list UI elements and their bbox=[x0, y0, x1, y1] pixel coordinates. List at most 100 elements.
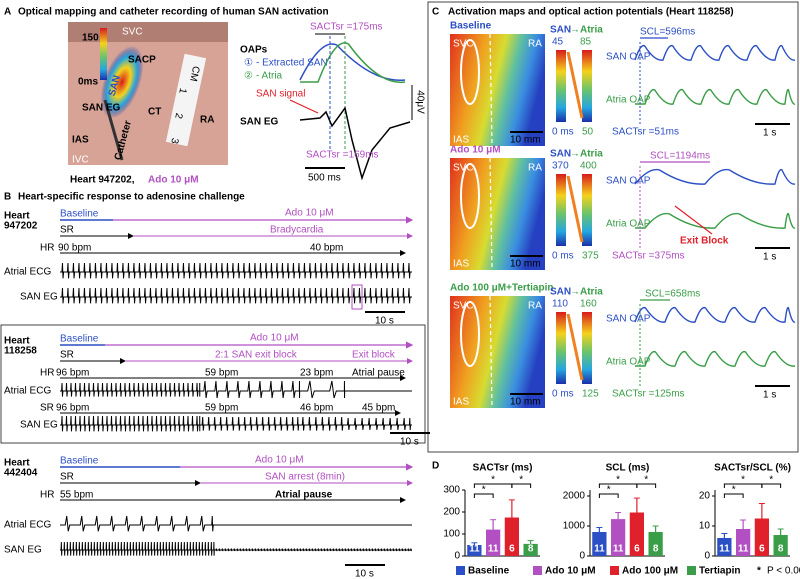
arrow-line bbox=[674, 205, 713, 235]
label: 125 bbox=[582, 389, 599, 400]
label: SR bbox=[60, 472, 74, 483]
label: SCL=596ms bbox=[640, 27, 695, 38]
label: Ado 10 μM bbox=[450, 145, 501, 156]
chart-title: SACTsr/SCL (%) bbox=[714, 463, 791, 474]
label: IVC bbox=[72, 155, 89, 166]
y-tick-label: 2000 bbox=[563, 491, 586, 502]
label: IAS bbox=[453, 135, 469, 146]
label: 10 s bbox=[355, 569, 374, 579]
color-bar bbox=[582, 174, 592, 246]
bar bbox=[504, 517, 519, 556]
label: Heart bbox=[4, 458, 30, 469]
color-scale bbox=[100, 28, 107, 80]
chart-title: SACTsr (ms) bbox=[473, 463, 533, 474]
label: 0ms bbox=[78, 77, 98, 88]
label: 40μV bbox=[414, 90, 425, 114]
label: 947202 bbox=[4, 221, 38, 232]
y-tick-label: 0 bbox=[454, 551, 460, 562]
label: 10 mm bbox=[510, 259, 541, 270]
label: 1 s bbox=[763, 390, 776, 401]
label: 2:1 SAN exit block bbox=[215, 350, 298, 361]
ruler bbox=[165, 53, 207, 147]
panel-title: Optical mapping and catheter recording o… bbox=[18, 7, 329, 18]
legend-label: Tertiapin bbox=[699, 566, 740, 577]
panel-letter: D bbox=[432, 461, 439, 472]
activation-map bbox=[450, 34, 545, 146]
sig-bracket bbox=[761, 483, 782, 488]
y-tick-label: 0 bbox=[579, 551, 585, 562]
label: 500 ms bbox=[308, 173, 341, 184]
bar bbox=[486, 529, 501, 556]
label: OAPs bbox=[240, 45, 268, 56]
label: SR bbox=[40, 403, 54, 414]
label: Atrial ECG bbox=[4, 386, 51, 397]
label: ② bbox=[244, 71, 253, 82]
label: Atrial pause bbox=[352, 368, 405, 379]
label: Atrial ECG bbox=[4, 267, 51, 278]
sig-star: * bbox=[769, 475, 773, 486]
legend-label: Ado 10 μM bbox=[545, 566, 596, 577]
label: SAN OAP bbox=[606, 176, 651, 187]
y-tick-label: 200 bbox=[443, 507, 460, 518]
label: 10 mm bbox=[510, 135, 541, 146]
panel-title: Heart-specific response to adenosine cha… bbox=[18, 192, 245, 203]
legend-swatch bbox=[687, 566, 696, 575]
color-bar bbox=[556, 312, 566, 384]
label: RA bbox=[200, 115, 214, 126]
label: 59 bpm bbox=[205, 368, 238, 379]
label: RA bbox=[528, 163, 542, 174]
trace bbox=[634, 44, 796, 61]
arrow-line bbox=[489, 295, 493, 409]
label: SAN signal bbox=[256, 89, 305, 100]
label: 96 bpm bbox=[56, 368, 89, 379]
label: 1 s bbox=[763, 128, 776, 139]
label: Ado 10 μM bbox=[250, 333, 299, 344]
trace bbox=[299, 106, 411, 181]
trace bbox=[634, 168, 796, 185]
y-tick-label: 20 bbox=[699, 491, 711, 502]
label: IAS bbox=[72, 135, 89, 146]
bar bbox=[773, 535, 788, 556]
arrow-line bbox=[566, 175, 584, 243]
legend-label: Baseline bbox=[468, 566, 510, 577]
chart-title: SCL (ms) bbox=[606, 463, 650, 474]
label: SACP bbox=[128, 55, 156, 66]
label: →Atria bbox=[570, 287, 603, 298]
label: 0 ms bbox=[552, 389, 574, 400]
label: 0 ms bbox=[552, 127, 574, 138]
label: Atria OAP bbox=[606, 219, 651, 230]
label: 150 bbox=[82, 33, 99, 44]
bar bbox=[754, 518, 769, 556]
label: SAN bbox=[550, 25, 571, 36]
label: 0 ms bbox=[552, 251, 574, 262]
label: SAN bbox=[550, 149, 571, 160]
color-bar bbox=[556, 50, 566, 122]
y-tick-label: 1000 bbox=[563, 521, 586, 532]
panel-frame bbox=[427, 1, 799, 453]
label: →Atria bbox=[570, 25, 603, 36]
panel-letter: C bbox=[432, 7, 439, 18]
label: 50 bbox=[582, 127, 594, 138]
photo-shade bbox=[68, 22, 228, 42]
activation-overlay bbox=[100, 45, 144, 119]
sig-bracket bbox=[723, 493, 744, 498]
label: Atria OAP bbox=[606, 95, 651, 106]
trace bbox=[60, 380, 412, 399]
label: RA bbox=[528, 39, 542, 50]
label: →Atria bbox=[570, 149, 603, 160]
label: SAN EG bbox=[20, 420, 58, 431]
arrow-line bbox=[289, 99, 319, 114]
bar bbox=[467, 545, 482, 556]
y-tick-label: 10 bbox=[699, 521, 711, 532]
label: CT bbox=[148, 107, 161, 118]
legend-swatch bbox=[456, 566, 465, 575]
p-note: P < 0.001 bbox=[767, 566, 800, 577]
n-label: 6 bbox=[759, 544, 765, 555]
activation-map bbox=[450, 296, 545, 408]
label: 370 bbox=[552, 161, 569, 172]
label: CM bbox=[187, 65, 201, 83]
n-label: 11 bbox=[469, 544, 480, 555]
label: 45 bbox=[552, 37, 564, 48]
n-label: 8 bbox=[653, 544, 659, 555]
